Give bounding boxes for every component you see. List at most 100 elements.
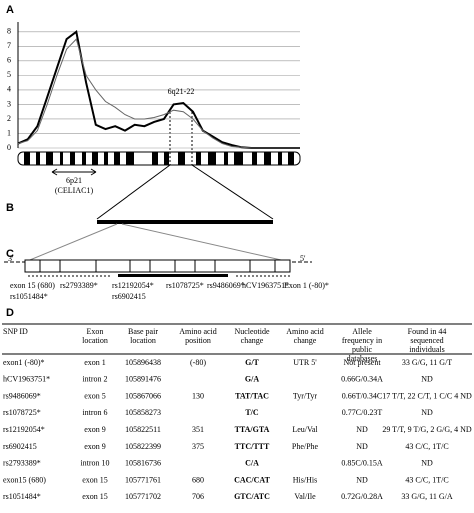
table-cell: 33 G/G, 11 G/T xyxy=(402,358,452,367)
table-cell: 105896438 xyxy=(125,358,161,367)
table-cell: TTC/TTT xyxy=(235,442,270,451)
table-cell: TTA/GTA xyxy=(235,425,270,434)
snp-label: rs9486069* xyxy=(207,281,245,290)
table-cell: exon15 (680) xyxy=(3,475,46,484)
y-tick-label: 2 xyxy=(7,114,11,123)
table-cell: CAC/CAT xyxy=(234,475,271,484)
strand-end: 3' xyxy=(8,254,14,263)
table-header: Amino acid position xyxy=(179,327,217,345)
table-cell: 105858273 xyxy=(125,408,161,417)
snp-label: exon 15 (680) xyxy=(10,281,55,290)
table-cell: C/A xyxy=(245,459,259,468)
table-cell: 375 xyxy=(192,442,204,451)
table-cell: 0.66T/0.34C xyxy=(342,391,382,400)
y-tick-label: 8 xyxy=(7,27,11,36)
table-cell: exon 9 xyxy=(84,442,106,451)
snp-label: Exon 1 (-80)* xyxy=(284,281,329,290)
table-cell: 706 xyxy=(192,492,204,501)
table-cell: T/C xyxy=(245,408,259,417)
y-tick-label: 1 xyxy=(7,128,11,137)
table-cell: His/His xyxy=(293,475,317,484)
panel-label: C xyxy=(6,248,14,260)
table-header: Exon location xyxy=(82,327,108,345)
table-cell: 105822511 xyxy=(125,425,161,434)
table-cell: Phe/Phe xyxy=(292,442,319,451)
table-cell: exon1 (-80)* xyxy=(3,358,45,367)
table-cell: 43 C/C, 1T/C xyxy=(405,442,448,451)
band-label: 6p21 xyxy=(66,176,82,185)
table-cell: UTR 5' xyxy=(293,358,317,367)
table-cell: 0.77C/0.23T xyxy=(342,408,383,417)
table-cell: 0.72G/0.28A xyxy=(341,492,383,501)
table-header: Base pair location xyxy=(128,327,158,345)
table-cell: rs6902415 xyxy=(3,442,37,451)
y-tick-label: 6 xyxy=(7,56,11,65)
table-cell: rs2793389* xyxy=(3,459,41,468)
y-tick-label: 0 xyxy=(7,143,11,152)
snp-label: rs1051484* xyxy=(10,292,48,301)
table-cell: G/A xyxy=(245,375,259,384)
table-cell: 105816736 xyxy=(125,459,161,468)
table-cell: Not present xyxy=(343,358,381,367)
table-cell: 105822399 xyxy=(125,442,161,451)
table-cell: 29 T/T, 9 T/G, 2 G/G, 4 ND xyxy=(382,425,472,434)
table-cell: hCV1963751* xyxy=(3,375,50,384)
panel-label: D xyxy=(6,307,14,319)
data-line xyxy=(17,38,300,149)
snp-label: rs2793389* xyxy=(60,281,98,290)
table-cell: 43 C/C, 1T/C xyxy=(405,475,448,484)
table-header: Allele frequency in public databases xyxy=(342,327,382,363)
table-cell: intron 10 xyxy=(80,459,109,468)
band-note: (CELIAC1) xyxy=(55,186,94,195)
table-cell: 33 G/G, 11 G/A xyxy=(401,492,452,501)
table-cell: exon 15 xyxy=(82,475,108,484)
snp-label: rs6902415 xyxy=(112,292,146,301)
table-cell: ND xyxy=(421,408,433,417)
table-cell: rs1051484* xyxy=(3,492,41,501)
gene-diagram xyxy=(4,220,312,277)
table-cell: rs12192054* xyxy=(3,425,45,434)
y-tick-label: 7 xyxy=(7,41,11,50)
y-tick-label: 5 xyxy=(7,70,11,79)
annotation: 6q21-22 xyxy=(168,87,195,96)
snp-label: rs12192054* xyxy=(112,281,154,290)
table-cell: exon 5 xyxy=(84,391,106,400)
y-tick-label: 4 xyxy=(7,85,11,94)
table-cell: ND xyxy=(356,475,368,484)
strand-end: 5' xyxy=(300,254,306,263)
table-cell: 17 T/T, 22 C/T, 1 C/C 4 ND xyxy=(382,391,472,400)
table-cell: G/T xyxy=(245,358,259,367)
table-cell: rs1078725* xyxy=(3,408,41,417)
table-header: SNP ID xyxy=(3,327,28,336)
panel-label: A xyxy=(6,4,14,16)
table-cell: Tyr/Tyr xyxy=(293,391,318,400)
table-cell: ND xyxy=(421,375,433,384)
table-cell: 105771702 xyxy=(125,492,161,501)
table-cell: exon 1 xyxy=(84,358,106,367)
ideogram xyxy=(17,112,301,220)
table-cell: GTC/ATC xyxy=(234,492,270,501)
table-cell: TAT/TAC xyxy=(235,391,269,400)
panel-label: B xyxy=(6,202,14,214)
table-cell: exon 15 xyxy=(82,492,108,501)
table-cell: 130 xyxy=(192,391,204,400)
table-cell: 680 xyxy=(192,475,204,484)
table-cell: 105771761 xyxy=(125,475,161,484)
snp-label: hCV1963751* xyxy=(242,281,289,290)
table-cell: intron 2 xyxy=(82,375,107,384)
table-cell: 351 xyxy=(192,425,204,434)
table-header: Nucleotide change xyxy=(234,327,270,345)
snp-label: rs1078725* xyxy=(166,281,204,290)
table-cell: 0.66G/0.34A xyxy=(341,375,383,384)
table-cell: 0.85C/0.15A xyxy=(341,459,383,468)
table-cell: 105891476 xyxy=(125,375,161,384)
y-tick-label: 3 xyxy=(7,99,11,108)
table-header: Found in 44 sequenced individuals xyxy=(408,327,447,354)
table-cell: ND xyxy=(356,442,368,451)
table-header: Amino acid change xyxy=(286,327,324,345)
table-cell: rs9486069* xyxy=(3,391,41,400)
table-cell: (-80) xyxy=(190,358,206,367)
table-cell: Val/Ile xyxy=(294,492,316,501)
table-cell: intron 6 xyxy=(82,408,107,417)
